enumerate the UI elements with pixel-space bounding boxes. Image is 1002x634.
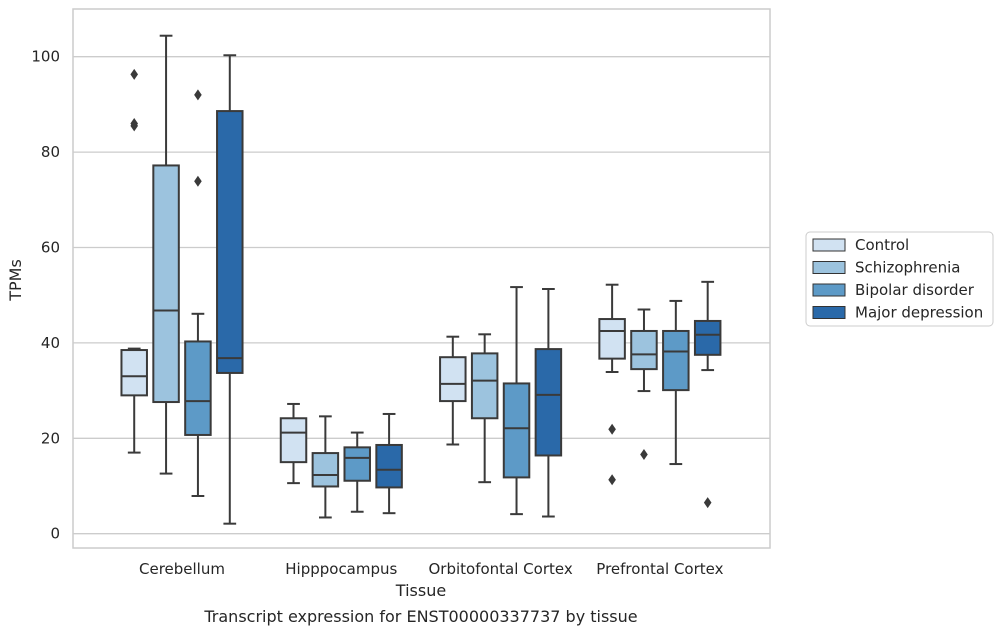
x-tick-label: Prefrontal Cortex — [596, 560, 723, 578]
legend-entry-label: Schizophrenia — [855, 259, 960, 277]
y-tick-label: 40 — [41, 334, 60, 352]
box-iqr — [502, 382, 531, 479]
y-axis-label: TPMs — [6, 259, 25, 302]
x-tick-label: Cerebellum — [139, 560, 225, 578]
box-iqr — [598, 318, 626, 360]
box-iqr — [152, 164, 180, 404]
box-iqr — [311, 452, 340, 488]
y-tick-label: 80 — [41, 143, 60, 161]
x-axis-ticks: Cerebellum Hipppocampus Orbitofontal Corte… — [139, 560, 724, 578]
box-iqr — [216, 110, 244, 374]
box-iqr — [470, 352, 499, 420]
box-control — [120, 68, 148, 454]
y-axis-ticks: 0 20 40 60 80 100 — [31, 48, 60, 543]
box-schizophrenia — [630, 308, 658, 461]
plot-frame — [72, 8, 771, 549]
legend-entry-label: Bipolar disorder — [855, 281, 975, 299]
box-iqr — [662, 329, 690, 392]
box-control — [279, 402, 308, 485]
box-schizophrenia — [311, 415, 340, 519]
box-iqr — [184, 340, 212, 436]
x-axis-label: Tissue — [395, 581, 446, 600]
box-iqr — [630, 329, 658, 371]
box-iqr — [375, 443, 403, 489]
outlier-point — [640, 449, 648, 461]
box-bipolar-disorder — [343, 431, 371, 513]
legend-swatch — [812, 306, 846, 319]
box-bipolar-disorder — [662, 299, 690, 466]
box-iqr — [534, 348, 563, 457]
outlier-point — [194, 89, 202, 101]
legend-swatch — [812, 238, 846, 252]
legend: Control Schizophrenia Bipolar disorder Majo… — [805, 231, 994, 327]
y-tick-label: 100 — [31, 48, 60, 66]
x-tick-label: Orbitofontal Cortex — [428, 560, 572, 578]
box-major-depression — [534, 287, 563, 518]
y-tick-label: 0 — [50, 525, 60, 543]
box-control — [598, 283, 626, 486]
outlier-point — [130, 120, 139, 132]
box-schizophrenia — [470, 333, 499, 484]
box-bipolar-disorder — [502, 286, 531, 516]
plot-boxes — [120, 34, 722, 525]
outlier-point — [608, 474, 616, 486]
legend-swatch — [812, 261, 846, 274]
box-schizophrenia — [152, 34, 180, 475]
legend-swatch — [812, 283, 846, 297]
outlier-point — [194, 175, 202, 187]
y-tick-label: 20 — [41, 429, 60, 447]
box-major-depression — [693, 280, 722, 509]
box-iqr — [693, 319, 722, 356]
legend-frame — [805, 231, 994, 327]
box-bipolar-disorder — [184, 89, 212, 498]
box-major-depression — [216, 54, 244, 525]
outlier-point — [608, 423, 616, 435]
box-control — [439, 335, 467, 446]
box-iqr — [279, 417, 308, 464]
box-iqr — [343, 446, 371, 482]
outlier-point — [130, 68, 139, 80]
legend-entry-label: Major depression — [855, 304, 983, 322]
legend-entry-label: Control — [855, 236, 909, 254]
box-iqr — [120, 349, 148, 397]
chart-caption: Transcript expression for ENST0000033773… — [203, 607, 637, 626]
outlier-point — [703, 497, 712, 509]
box-major-depression — [375, 412, 403, 515]
x-tick-label: Hipppocampus — [285, 560, 397, 578]
y-tick-label: 60 — [41, 238, 60, 256]
box-iqr — [439, 356, 467, 403]
